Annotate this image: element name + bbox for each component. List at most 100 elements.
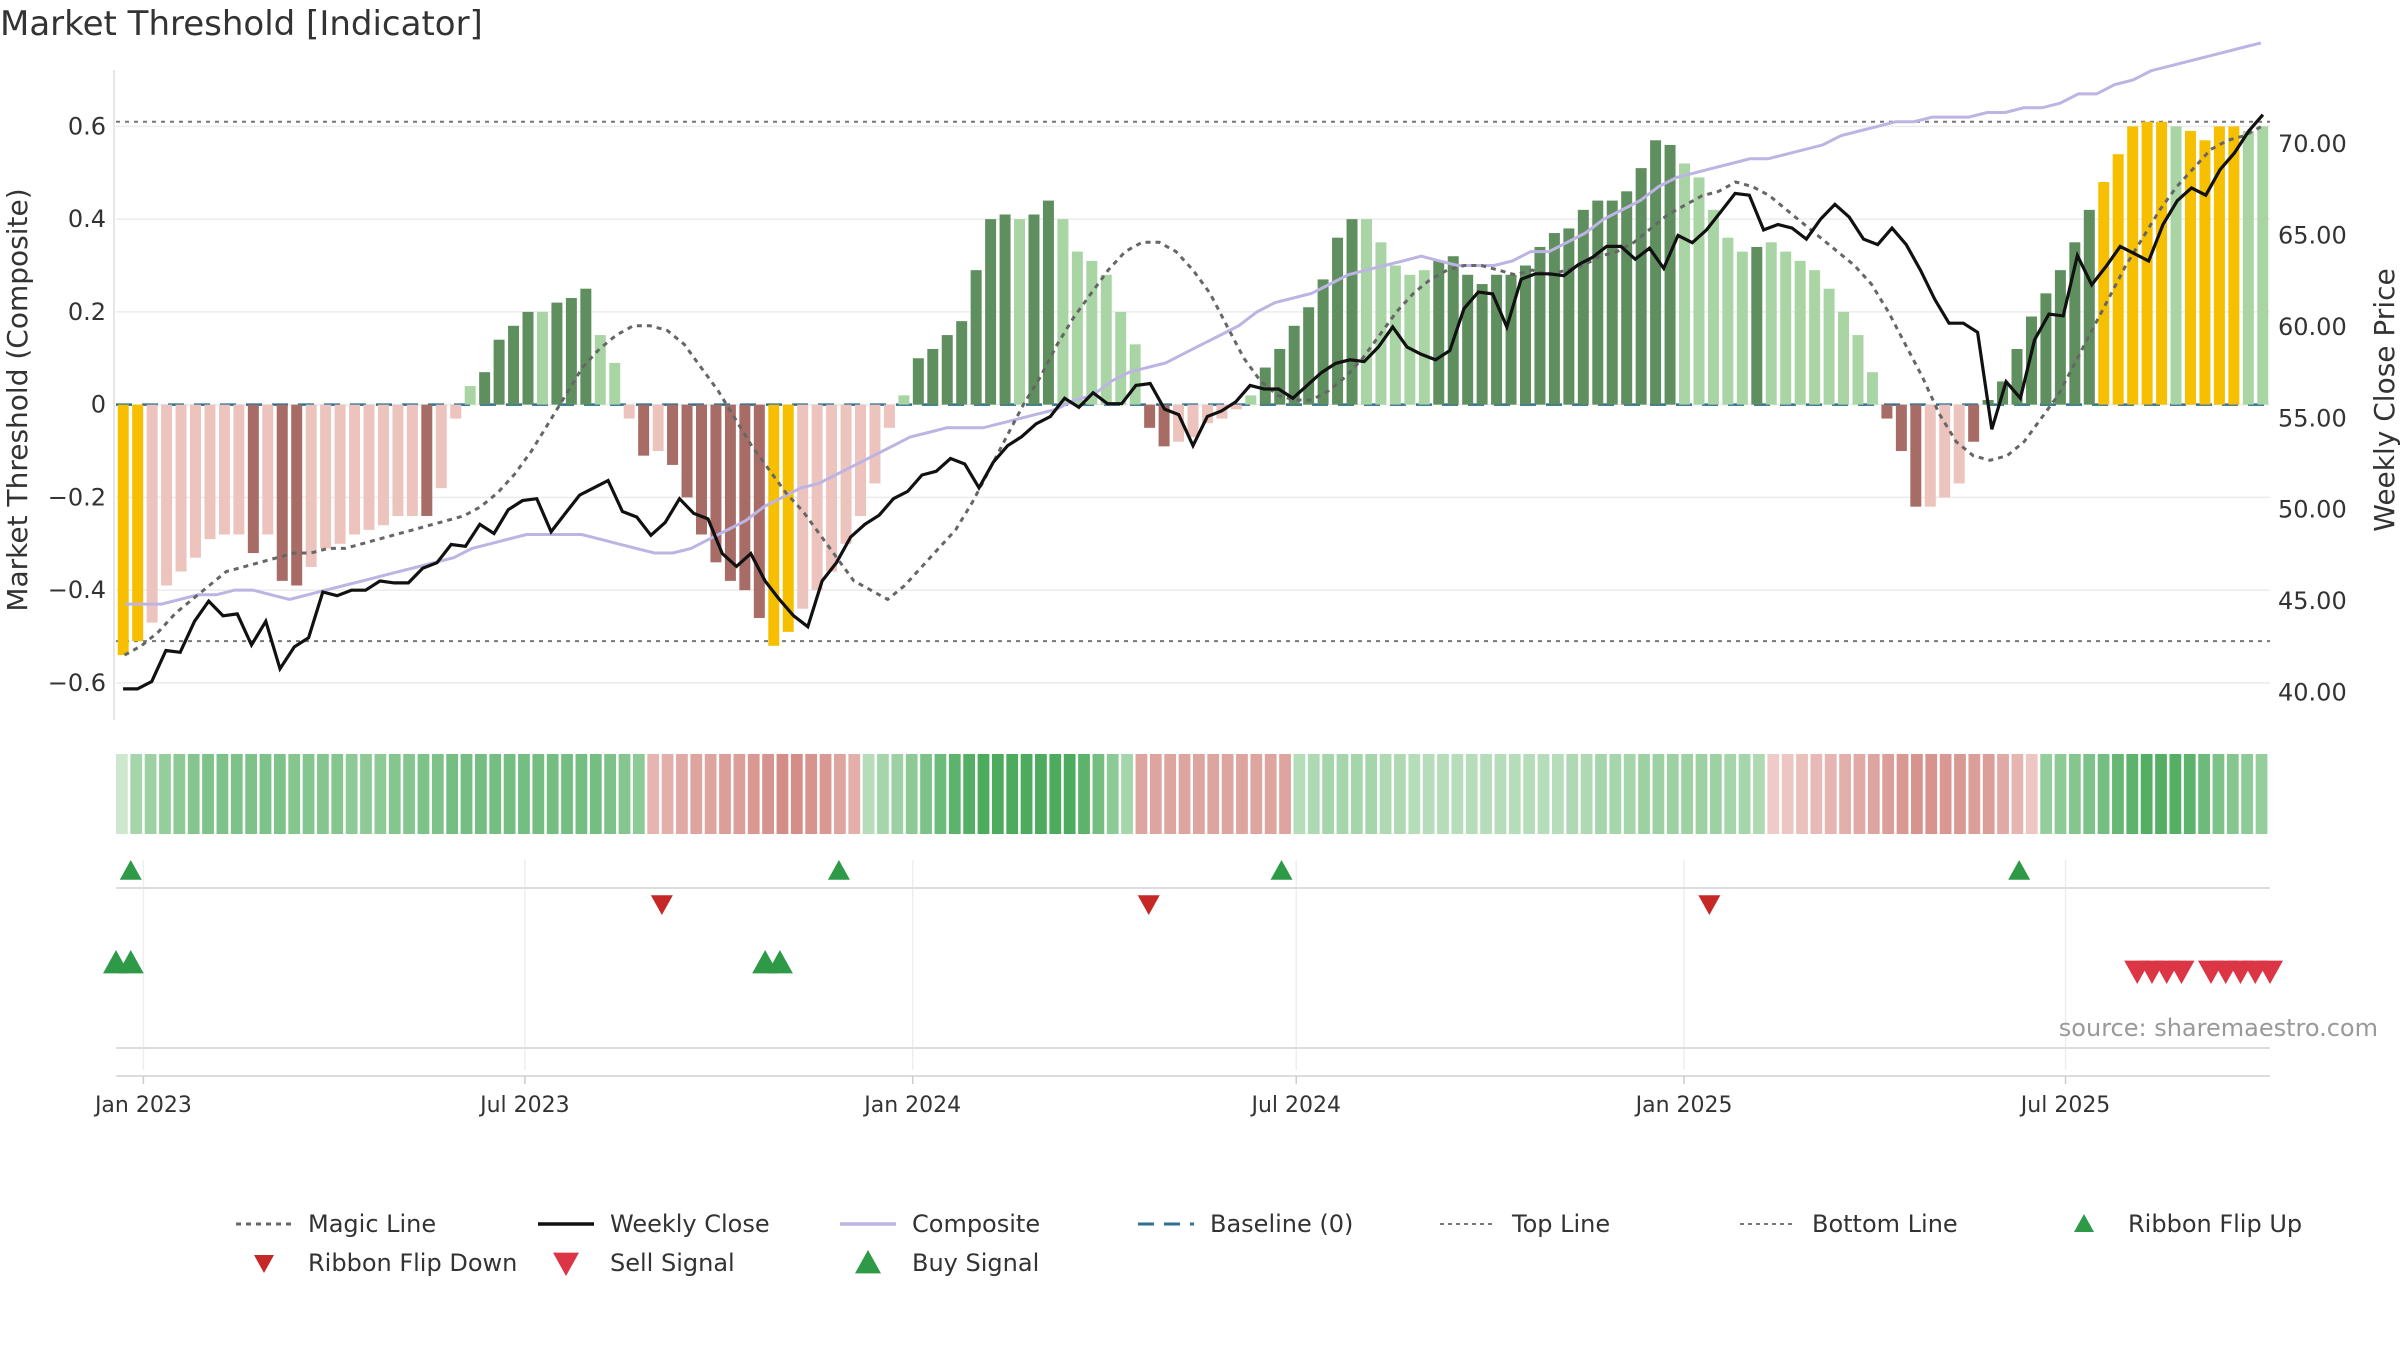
composite-bar [869, 404, 881, 484]
ribbon-cell [1580, 754, 1593, 834]
legend-item: Magic Line [236, 1210, 436, 1238]
composite-bar [2141, 121, 2153, 405]
ribbon-cell [1566, 754, 1579, 834]
composite-bar [739, 404, 751, 591]
ribbon-cell [963, 754, 976, 834]
composite-bar [912, 358, 924, 405]
composite-bar [638, 404, 650, 456]
composite-bar [1433, 260, 1445, 405]
legend-label: Baseline (0) [1210, 1210, 1353, 1238]
ribbon-cell [1767, 754, 1780, 834]
composite-bar [2127, 126, 2139, 405]
ribbon-cell [475, 754, 487, 834]
ribbon-cell [446, 754, 459, 834]
legend-label: Ribbon Flip Down [308, 1249, 517, 1277]
ribbon-cell [144, 754, 157, 834]
composite-bar [1838, 311, 1850, 405]
ribbon-cell [1092, 754, 1105, 834]
ribbon-cell [202, 754, 214, 834]
composite-bar [1823, 288, 1835, 405]
ribbon-strip [116, 754, 2268, 834]
y2-tick-label: 40.00 [2278, 679, 2347, 707]
ribbon-cell [690, 754, 703, 834]
legend-item: Bottom Line [1740, 1210, 1958, 1238]
ribbon-cell [632, 754, 645, 834]
legend-label: Top Line [1511, 1210, 1610, 1238]
ribbon-cell [948, 754, 961, 834]
composite-bar [1621, 191, 1633, 405]
ribbon-cell [819, 754, 832, 834]
ribbon-cell [1968, 754, 1981, 834]
ribbon-cell [661, 754, 674, 834]
composite-bar [1693, 177, 1705, 405]
composite-bar [551, 302, 563, 405]
source-note: source: sharemaestro.com [2058, 1014, 2378, 1042]
ribbon-cell [245, 754, 258, 834]
ribbon-cell [1379, 754, 1392, 834]
composite-bar [247, 404, 259, 554]
ribbon-cell [1796, 754, 1808, 834]
legend-item: Composite [840, 1210, 1040, 1238]
ribbon-cell [2011, 754, 2024, 834]
composite-bar [1144, 404, 1156, 428]
legend-label: Buy Signal [912, 1249, 1039, 1277]
ribbon-cell [1709, 754, 1722, 834]
composite-bar [999, 214, 1011, 405]
ribbon-cell [2241, 754, 2254, 834]
ribbon-flip-down-marker [1698, 895, 1721, 915]
x-tick-label: Jan 2023 [93, 1093, 192, 1118]
composite-bar [594, 335, 606, 405]
legend-swatch [553, 1252, 579, 1276]
ribbon-cell [1350, 754, 1363, 834]
composite-bar [1028, 214, 1040, 405]
ribbon-cell [2054, 754, 2067, 834]
ribbon-cell [288, 754, 301, 834]
legend-item: Ribbon Flip Up [2074, 1210, 2302, 1238]
composite-bar [797, 404, 809, 609]
composite-bar [479, 372, 491, 405]
ribbon-cell [747, 754, 760, 834]
composite-bar [334, 404, 346, 544]
composite-bar [1100, 274, 1112, 405]
sell-signal-marker [2168, 960, 2195, 984]
ribbon-cell [2025, 754, 2038, 834]
composite-bar [1158, 404, 1170, 447]
ribbon-cell [1121, 754, 1133, 834]
ribbon-cell [1451, 754, 1464, 834]
composite-bar [1057, 219, 1069, 405]
ribbon-cell [1221, 754, 1234, 834]
ribbon-flip-up-marker [2008, 860, 2031, 880]
y-axis-left: −0.6 −0.4 −0.2 0 0.2 0.4 0.6 Market Threshold (… [1, 70, 115, 720]
chart-title: Market Threshold [Indicator] [0, 4, 483, 44]
ribbon-cell [1552, 754, 1564, 834]
composite-bar [681, 404, 693, 498]
x-axis: Jan 2023 Jul 2023 Jan 2024 Jul 2024 Jan 2025… [93, 1075, 2270, 1118]
ribbon-cell [719, 754, 731, 834]
composite-bar [406, 404, 418, 516]
ribbon-cell [1724, 754, 1737, 834]
legend-label: Ribbon Flip Up [2128, 1210, 2302, 1238]
composite-bar [2098, 182, 2110, 405]
composite-bar [2083, 209, 2095, 405]
x-tick-label: Jan 2024 [862, 1093, 961, 1118]
composite-bar [782, 404, 794, 632]
composite-bar [305, 404, 317, 567]
composite-bar [1953, 404, 1965, 484]
composite-bar [2184, 131, 2196, 405]
composite-bar [970, 270, 982, 405]
ribbon-cell [1810, 754, 1823, 834]
ribbon-cell [1925, 754, 1938, 834]
y-tick-label: −0.2 [48, 483, 106, 511]
ribbon-cell [173, 754, 186, 834]
composite-bar [363, 404, 375, 530]
ribbon-cell [2255, 754, 2268, 834]
composite-bar [1751, 246, 1763, 405]
ribbon-cell [1839, 754, 1851, 834]
legend: Magic Line Weekly Close Composite Baseline … [236, 1210, 2302, 1277]
ribbon-cell [417, 754, 430, 834]
ribbon-cell [1997, 754, 2009, 834]
ribbon-cell [762, 754, 774, 834]
composite-bar [450, 404, 462, 419]
composite-bar [536, 311, 548, 405]
ribbon-cell [1695, 754, 1708, 834]
